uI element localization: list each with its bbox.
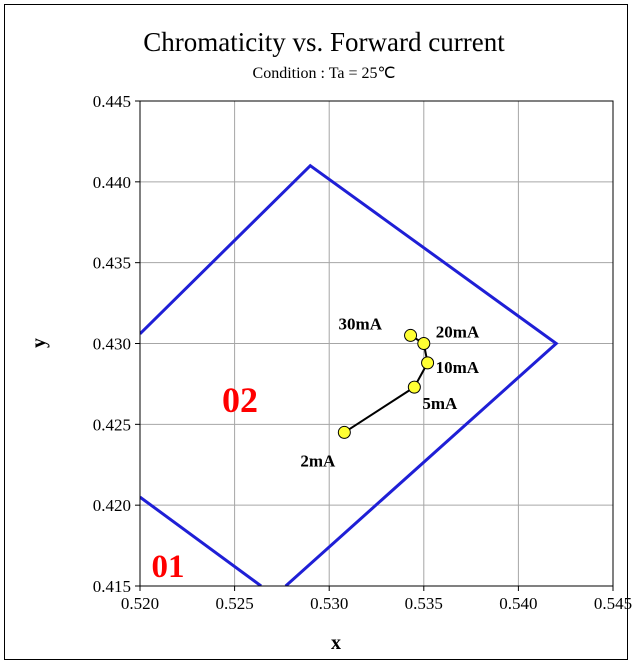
y-tick-label: 0.415 — [93, 577, 131, 596]
data-point-10mA — [421, 356, 435, 370]
region-boundary-02 — [140, 163, 559, 586]
y-axis-label: y — [28, 338, 50, 348]
plot-area-border — [139, 100, 614, 587]
x-axis-label: x — [331, 632, 341, 654]
data-label-10mA: 10mA — [436, 358, 480, 377]
x-tick-label: 0.525 — [215, 594, 253, 613]
region-boundary-01 — [140, 495, 262, 586]
chart-frame — [4, 4, 628, 660]
y-tick-label: 0.440 — [93, 173, 131, 192]
grid-lines — [135, 100, 614, 591]
x-tick-label: 0.545 — [594, 594, 632, 613]
data-label-30mA: 30mA — [339, 314, 383, 333]
data-point-20mA — [417, 337, 431, 350]
data-series: 2mA 5mA 10mA 20mA 30mA — [300, 314, 480, 470]
x-tick-label: 0.520 — [121, 594, 159, 613]
data-label-5mA: 5mA — [422, 394, 458, 413]
data-label-2mA: 2mA — [300, 451, 336, 470]
y-tick-label: 0.445 — [93, 92, 131, 111]
data-point-2mA — [337, 425, 351, 439]
chart-title: Chromaticity vs. Forward current — [143, 27, 505, 57]
x-tick-label: 0.540 — [499, 594, 537, 613]
bin-regions — [140, 163, 559, 586]
x-tick-labels: 0.520 0.525 0.530 0.535 0.540 0.545 — [121, 594, 632, 613]
y-tick-label: 0.430 — [93, 335, 131, 354]
y-tick-label: 0.420 — [93, 496, 131, 515]
y-tick-label: 0.425 — [93, 415, 131, 434]
x-tick-label: 0.530 — [310, 594, 348, 613]
data-point-30mA — [404, 328, 418, 342]
region-label-02: 02 — [222, 380, 258, 420]
data-label-20mA: 20mA — [436, 323, 480, 342]
region-label-01: 01 — [152, 549, 185, 585]
y-tick-labels: 0.415 0.420 0.425 0.430 0.435 0.440 0.445 — [93, 92, 131, 596]
data-point-5mA — [407, 380, 421, 394]
chart-subtitle: Condition : Ta = 25℃ — [253, 65, 396, 82]
x-tick-label: 0.535 — [405, 594, 443, 613]
y-tick-label: 0.435 — [93, 254, 131, 273]
